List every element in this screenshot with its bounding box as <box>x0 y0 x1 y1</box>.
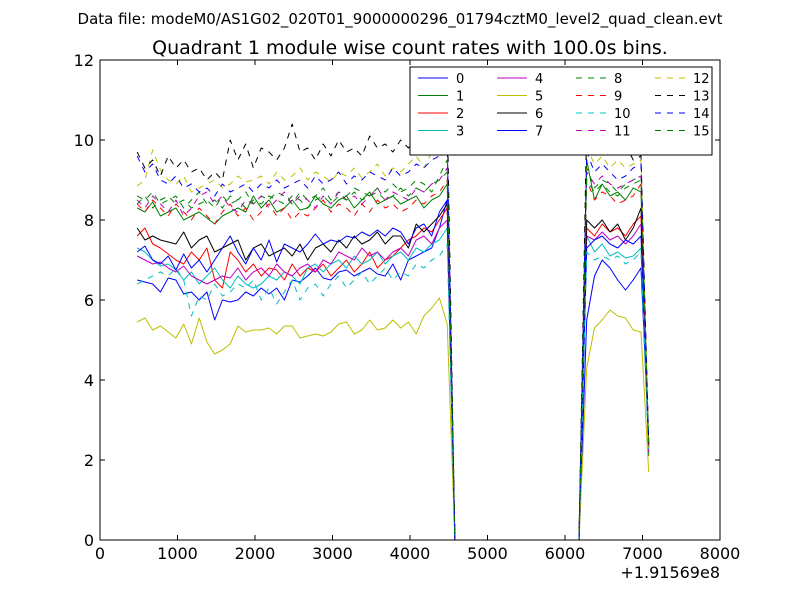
figure-suptitle: Data file: modeM0/AS1G02_020T01_90000002… <box>78 10 723 29</box>
x-tick-label: 3000 <box>312 544 353 563</box>
legend-label-10: 10 <box>614 107 631 122</box>
legend-label-12: 12 <box>693 72 710 87</box>
x-tick-label: 6000 <box>545 544 586 563</box>
legend-label-6: 6 <box>535 107 543 122</box>
chart-title: Quadrant 1 module wise count rates with … <box>152 37 668 59</box>
legend-label-13: 13 <box>693 90 710 105</box>
y-tick-label: 6 <box>84 291 94 310</box>
legend-label-2: 2 <box>456 107 464 122</box>
x-tick-label: 7000 <box>622 544 663 563</box>
y-tick-label: 12 <box>74 51 94 70</box>
x-tick-label: 2000 <box>235 544 276 563</box>
x-tick-label: 0 <box>95 544 105 563</box>
legend-label-4: 4 <box>535 72 543 87</box>
legend-label-0: 0 <box>456 72 464 87</box>
legend-label-14: 14 <box>693 107 710 122</box>
y-tick-label: 4 <box>84 371 94 390</box>
y-tick-label: 0 <box>84 531 94 550</box>
legend-label-8: 8 <box>614 72 622 87</box>
legend-label-11: 11 <box>614 125 631 140</box>
legend-label-5: 5 <box>535 90 543 105</box>
x-tick-label: 8000 <box>700 544 741 563</box>
x-tick-label: 1000 <box>157 544 198 563</box>
x-tick-label: 5000 <box>467 544 508 563</box>
y-tick-label: 8 <box>84 211 94 230</box>
legend-label-15: 15 <box>693 125 710 140</box>
legend-label-9: 9 <box>614 90 622 105</box>
legend-label-3: 3 <box>456 125 464 140</box>
x-offset-label: +1.91569e8 <box>620 563 720 582</box>
y-tick-label: 2 <box>84 451 94 470</box>
legend-label-7: 7 <box>535 125 543 140</box>
x-tick-label: 4000 <box>390 544 431 563</box>
legend-label-1: 1 <box>456 90 464 105</box>
y-tick-label: 10 <box>74 131 94 150</box>
